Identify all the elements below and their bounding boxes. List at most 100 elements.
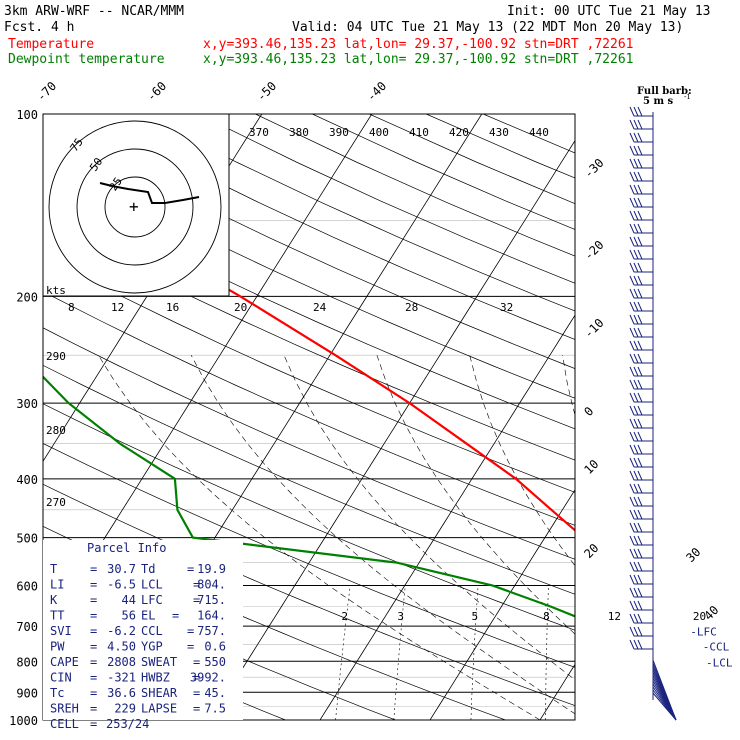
parcel-param-value: 550 — [204, 655, 226, 669]
wind-barb-flag — [637, 106, 643, 117]
parcel-param-value: 36.6 — [107, 686, 136, 700]
wind-barb-flag — [629, 418, 635, 429]
isotherm-line — [539, 663, 575, 720]
theta-label: 410 — [409, 126, 429, 139]
mixing-ratio-line — [612, 586, 613, 720]
valid-time: Valid: 04 UTC Tue 21 May 13 (22 MDT Mon … — [292, 20, 683, 35]
isotherm-label-top: -40 — [364, 79, 389, 104]
mixing-ratio-line — [696, 586, 702, 720]
dry-adiabat-line — [43, 364, 575, 595]
wind-barb-flag — [629, 119, 635, 130]
parcel-param-value: 0.6 — [204, 640, 226, 654]
dewpoint-line — [43, 375, 575, 618]
wind-barb-flag — [637, 340, 643, 351]
wind-barb-flag — [633, 301, 639, 312]
parcel-equals: = — [90, 686, 97, 700]
hodograph-ring-label: 50 — [87, 155, 105, 173]
parcel-equals: = — [187, 624, 194, 638]
wind-barb-flag — [633, 626, 639, 637]
wind-barb-flag — [629, 626, 635, 637]
isotherm-label-right: -20 — [581, 238, 606, 263]
wind-barb-flag — [637, 561, 643, 572]
isotherm-line — [429, 489, 575, 720]
wind-barbs — [629, 106, 677, 721]
isotherm-label-right: 0 — [581, 404, 596, 419]
pressure-label: 700 — [16, 620, 38, 634]
wind-barb-flag — [629, 340, 635, 351]
theta-label: 430 — [489, 126, 509, 139]
wind-barb-flag — [637, 275, 643, 286]
wind-barb-flag — [629, 301, 635, 312]
wind-barb-flag — [629, 483, 635, 494]
dry-adiabat-line — [255, 114, 575, 257]
wind-barb-flag — [633, 431, 639, 442]
parcel-info-background — [43, 540, 243, 720]
wind-barb-flag — [637, 470, 643, 481]
mixing-ratio-label: 8 — [543, 610, 550, 623]
wind-barb-flag — [629, 197, 635, 208]
wind-barb-flag — [637, 587, 643, 598]
wind-barb-flag — [629, 132, 635, 143]
wind-barb-flag — [633, 353, 639, 364]
model-title: 3km ARW-WRF -- NCAR/MMM — [4, 4, 184, 19]
wind-barb-flag — [629, 288, 635, 299]
pressure-label: 100 — [16, 108, 38, 122]
mixing-ratio-line — [545, 585, 549, 720]
wind-barb-flag — [633, 145, 639, 156]
theta-label: 440 — [529, 126, 549, 139]
hodograph-ring-label: 25 — [107, 175, 125, 193]
dry-adiabat-line — [43, 154, 575, 399]
ccl-marker: -CCL — [703, 641, 730, 654]
isotherm-line — [43, 114, 263, 463]
wind-barb-flag — [637, 262, 643, 273]
parcel-equals: = — [193, 578, 200, 592]
dry-adiabat-line — [312, 114, 575, 230]
wind-barb-flag — [629, 405, 635, 416]
parcel-param-value: 164. — [197, 609, 226, 623]
plot-frame — [42, 113, 576, 721]
wind-barb-flag — [633, 392, 639, 403]
theta-label: 400 — [369, 126, 389, 139]
wind-barb-flag — [629, 561, 635, 572]
parcel-param-name: Td — [141, 562, 155, 576]
parcel-param-name: SREH — [50, 702, 79, 716]
wind-barb-flag — [637, 288, 643, 299]
mixing-ratio-line — [393, 585, 406, 720]
wind-barb-flag — [637, 184, 643, 195]
wind-barb-flag — [637, 444, 643, 455]
parcel-param-name: CAPE — [50, 655, 79, 669]
wind-barb-flag — [637, 548, 643, 559]
dewpoint-location: x,y=393.46,135.23 lat,lon= 29.37,-100.92… — [203, 52, 633, 67]
parcel-info-title: Parcel Info — [87, 541, 166, 555]
wind-barb-flag — [637, 457, 643, 468]
wind-barb-flag — [629, 470, 635, 481]
parcel-equals: = — [90, 717, 97, 731]
parcel-param-name: LFC — [141, 593, 163, 607]
wind-barb-flag — [637, 119, 643, 130]
parcel-param-name: CIN — [50, 671, 72, 685]
wind-barb-flag — [629, 457, 635, 468]
dry-adiabat-line — [43, 220, 575, 461]
lcl-marker: -LCL — [706, 657, 733, 670]
wind-barb-flag — [637, 639, 643, 650]
pressure-label: 500 — [16, 532, 38, 546]
wind-barb-low — [652, 692, 677, 721]
isotherm-label-right: -30 — [581, 156, 606, 181]
wind-barb-flag — [637, 236, 643, 247]
wind-barb-flag — [629, 548, 635, 559]
theta-label: 370 — [249, 126, 269, 139]
wind-barb-flag — [633, 210, 639, 221]
wind-barb-flag — [629, 171, 635, 182]
wind-barb-flag — [637, 600, 643, 611]
wind-barb-flag — [633, 509, 639, 520]
wind-barb-flag — [637, 353, 643, 364]
wind-barb-flag — [629, 249, 635, 260]
wind-barb-flag — [629, 496, 635, 507]
wind-barb-flag — [629, 431, 635, 442]
wind-barb-flag — [629, 379, 635, 390]
wind-barb-flag — [629, 613, 635, 624]
barb-note-exponent: -1 — [684, 93, 691, 101]
parcel-equals: = — [90, 624, 97, 638]
wind-barb-flag — [629, 327, 635, 338]
mixing-ratio-label: 12 — [608, 610, 621, 623]
